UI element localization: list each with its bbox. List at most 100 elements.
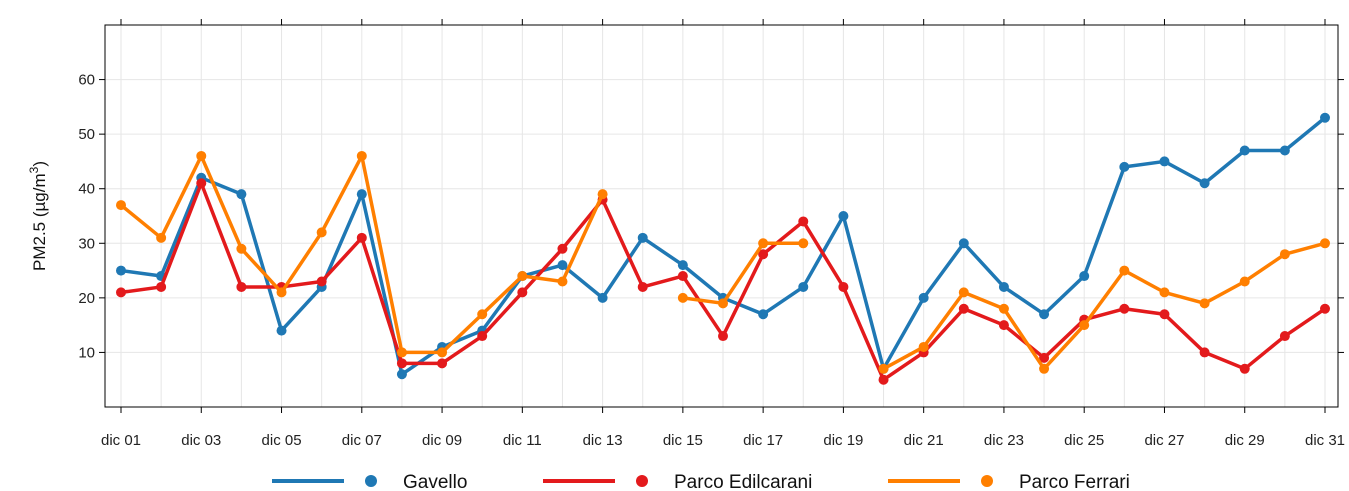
data-point xyxy=(998,281,1009,292)
data-point xyxy=(236,189,247,200)
data-point xyxy=(1039,352,1050,363)
data-point xyxy=(677,271,688,282)
data-point xyxy=(557,243,568,254)
series-gavello xyxy=(116,112,1330,380)
data-point xyxy=(597,292,608,303)
series-parco-edilcarani xyxy=(116,178,1330,385)
data-point xyxy=(356,232,367,243)
x-tick-label: dic 05 xyxy=(262,432,302,449)
data-point xyxy=(1279,145,1290,156)
x-tick-label: dic 23 xyxy=(984,432,1024,449)
data-point xyxy=(517,287,528,298)
data-point xyxy=(718,298,728,309)
data-point xyxy=(637,281,648,292)
x-tick-label: dic 29 xyxy=(1225,432,1265,449)
data-point xyxy=(396,358,407,369)
data-point xyxy=(798,281,809,292)
data-point xyxy=(156,232,167,243)
data-point xyxy=(998,320,1009,331)
legend-point-swatch xyxy=(636,475,648,487)
data-point xyxy=(758,309,769,320)
data-point xyxy=(1079,271,1090,282)
plot-area-frame xyxy=(104,24,1339,408)
data-point xyxy=(437,358,448,369)
data-point xyxy=(396,347,407,358)
y-axis-title-close: ) xyxy=(30,161,49,167)
series-parco-ferrari xyxy=(116,150,1330,374)
data-point xyxy=(196,178,207,189)
legend-label: Gavello xyxy=(403,472,467,491)
data-point xyxy=(637,232,648,243)
legend-label: Parco Ferrari xyxy=(1019,472,1130,491)
y-tick-label: 50 xyxy=(78,126,95,143)
data-point xyxy=(758,249,769,260)
data-point xyxy=(1320,238,1330,249)
data-point xyxy=(798,238,809,249)
x-tick-label: dic 19 xyxy=(823,432,863,449)
gridlines xyxy=(105,25,1338,407)
data-point xyxy=(1279,331,1290,342)
data-point xyxy=(517,271,528,282)
data-point xyxy=(1239,145,1250,156)
y-axis-title: PM2.5 (µg/m3) xyxy=(27,161,49,271)
legend-point-swatch xyxy=(365,475,377,487)
legend-item: Gavello xyxy=(272,472,467,491)
data-point xyxy=(1320,112,1330,123)
x-tick-label: dic 27 xyxy=(1144,432,1184,449)
data-point xyxy=(1119,265,1130,276)
x-tick-label: dic 31 xyxy=(1305,432,1345,449)
legend-point-swatch xyxy=(981,475,993,487)
data-point xyxy=(1159,156,1170,167)
data-point xyxy=(798,216,809,227)
data-point xyxy=(1039,363,1050,374)
data-point xyxy=(156,281,167,292)
data-point xyxy=(878,374,889,385)
x-tick-label: dic 21 xyxy=(904,432,944,449)
data-point xyxy=(677,292,688,303)
data-point xyxy=(316,276,327,287)
data-point xyxy=(1079,320,1090,331)
data-point xyxy=(1039,309,1050,320)
data-point xyxy=(597,189,608,200)
data-point xyxy=(196,150,207,161)
x-tick-label: dic 17 xyxy=(743,432,783,449)
data-point xyxy=(116,287,126,298)
data-point xyxy=(236,243,247,254)
legend-item: Parco Ferrari xyxy=(888,472,1130,491)
x-tick-label: dic 01 xyxy=(101,432,141,449)
data-point xyxy=(838,281,849,292)
data-point xyxy=(958,238,969,249)
data-point xyxy=(1320,303,1330,314)
axis-ticks: 10 20 30 40 50 60 dic 01 dic 03 dic 05 dic 07 dic … xyxy=(78,19,1345,449)
data-point xyxy=(437,347,448,358)
data-point xyxy=(718,331,728,342)
data-point xyxy=(1159,287,1170,298)
y-tick-label: 20 xyxy=(78,290,95,307)
x-tick-label: dic 07 xyxy=(342,432,382,449)
data-point xyxy=(1119,161,1130,172)
x-tick-label: dic 13 xyxy=(583,432,623,449)
data-point xyxy=(878,363,889,374)
data-point xyxy=(1199,178,1210,189)
y-tick-label: 40 xyxy=(78,181,95,198)
data-point xyxy=(838,211,849,221)
data-point xyxy=(236,281,247,292)
data-point xyxy=(998,303,1009,314)
data-point xyxy=(958,303,969,314)
y-tick-label: 30 xyxy=(78,235,95,252)
data-point xyxy=(356,150,367,161)
data-point xyxy=(918,341,929,352)
x-tick-label: dic 09 xyxy=(422,432,462,449)
data-point xyxy=(677,260,688,271)
data-point xyxy=(918,292,929,303)
data-point xyxy=(958,287,969,298)
data-point xyxy=(116,200,126,211)
x-tick-label: dic 15 xyxy=(663,432,703,449)
data-point xyxy=(276,325,287,336)
legend: Gavello Parco Edilcarani Parco Ferrari xyxy=(272,472,1130,491)
data-point xyxy=(1279,249,1290,260)
data-point xyxy=(1119,303,1130,314)
data-point xyxy=(116,265,126,276)
data-point xyxy=(1199,298,1210,309)
